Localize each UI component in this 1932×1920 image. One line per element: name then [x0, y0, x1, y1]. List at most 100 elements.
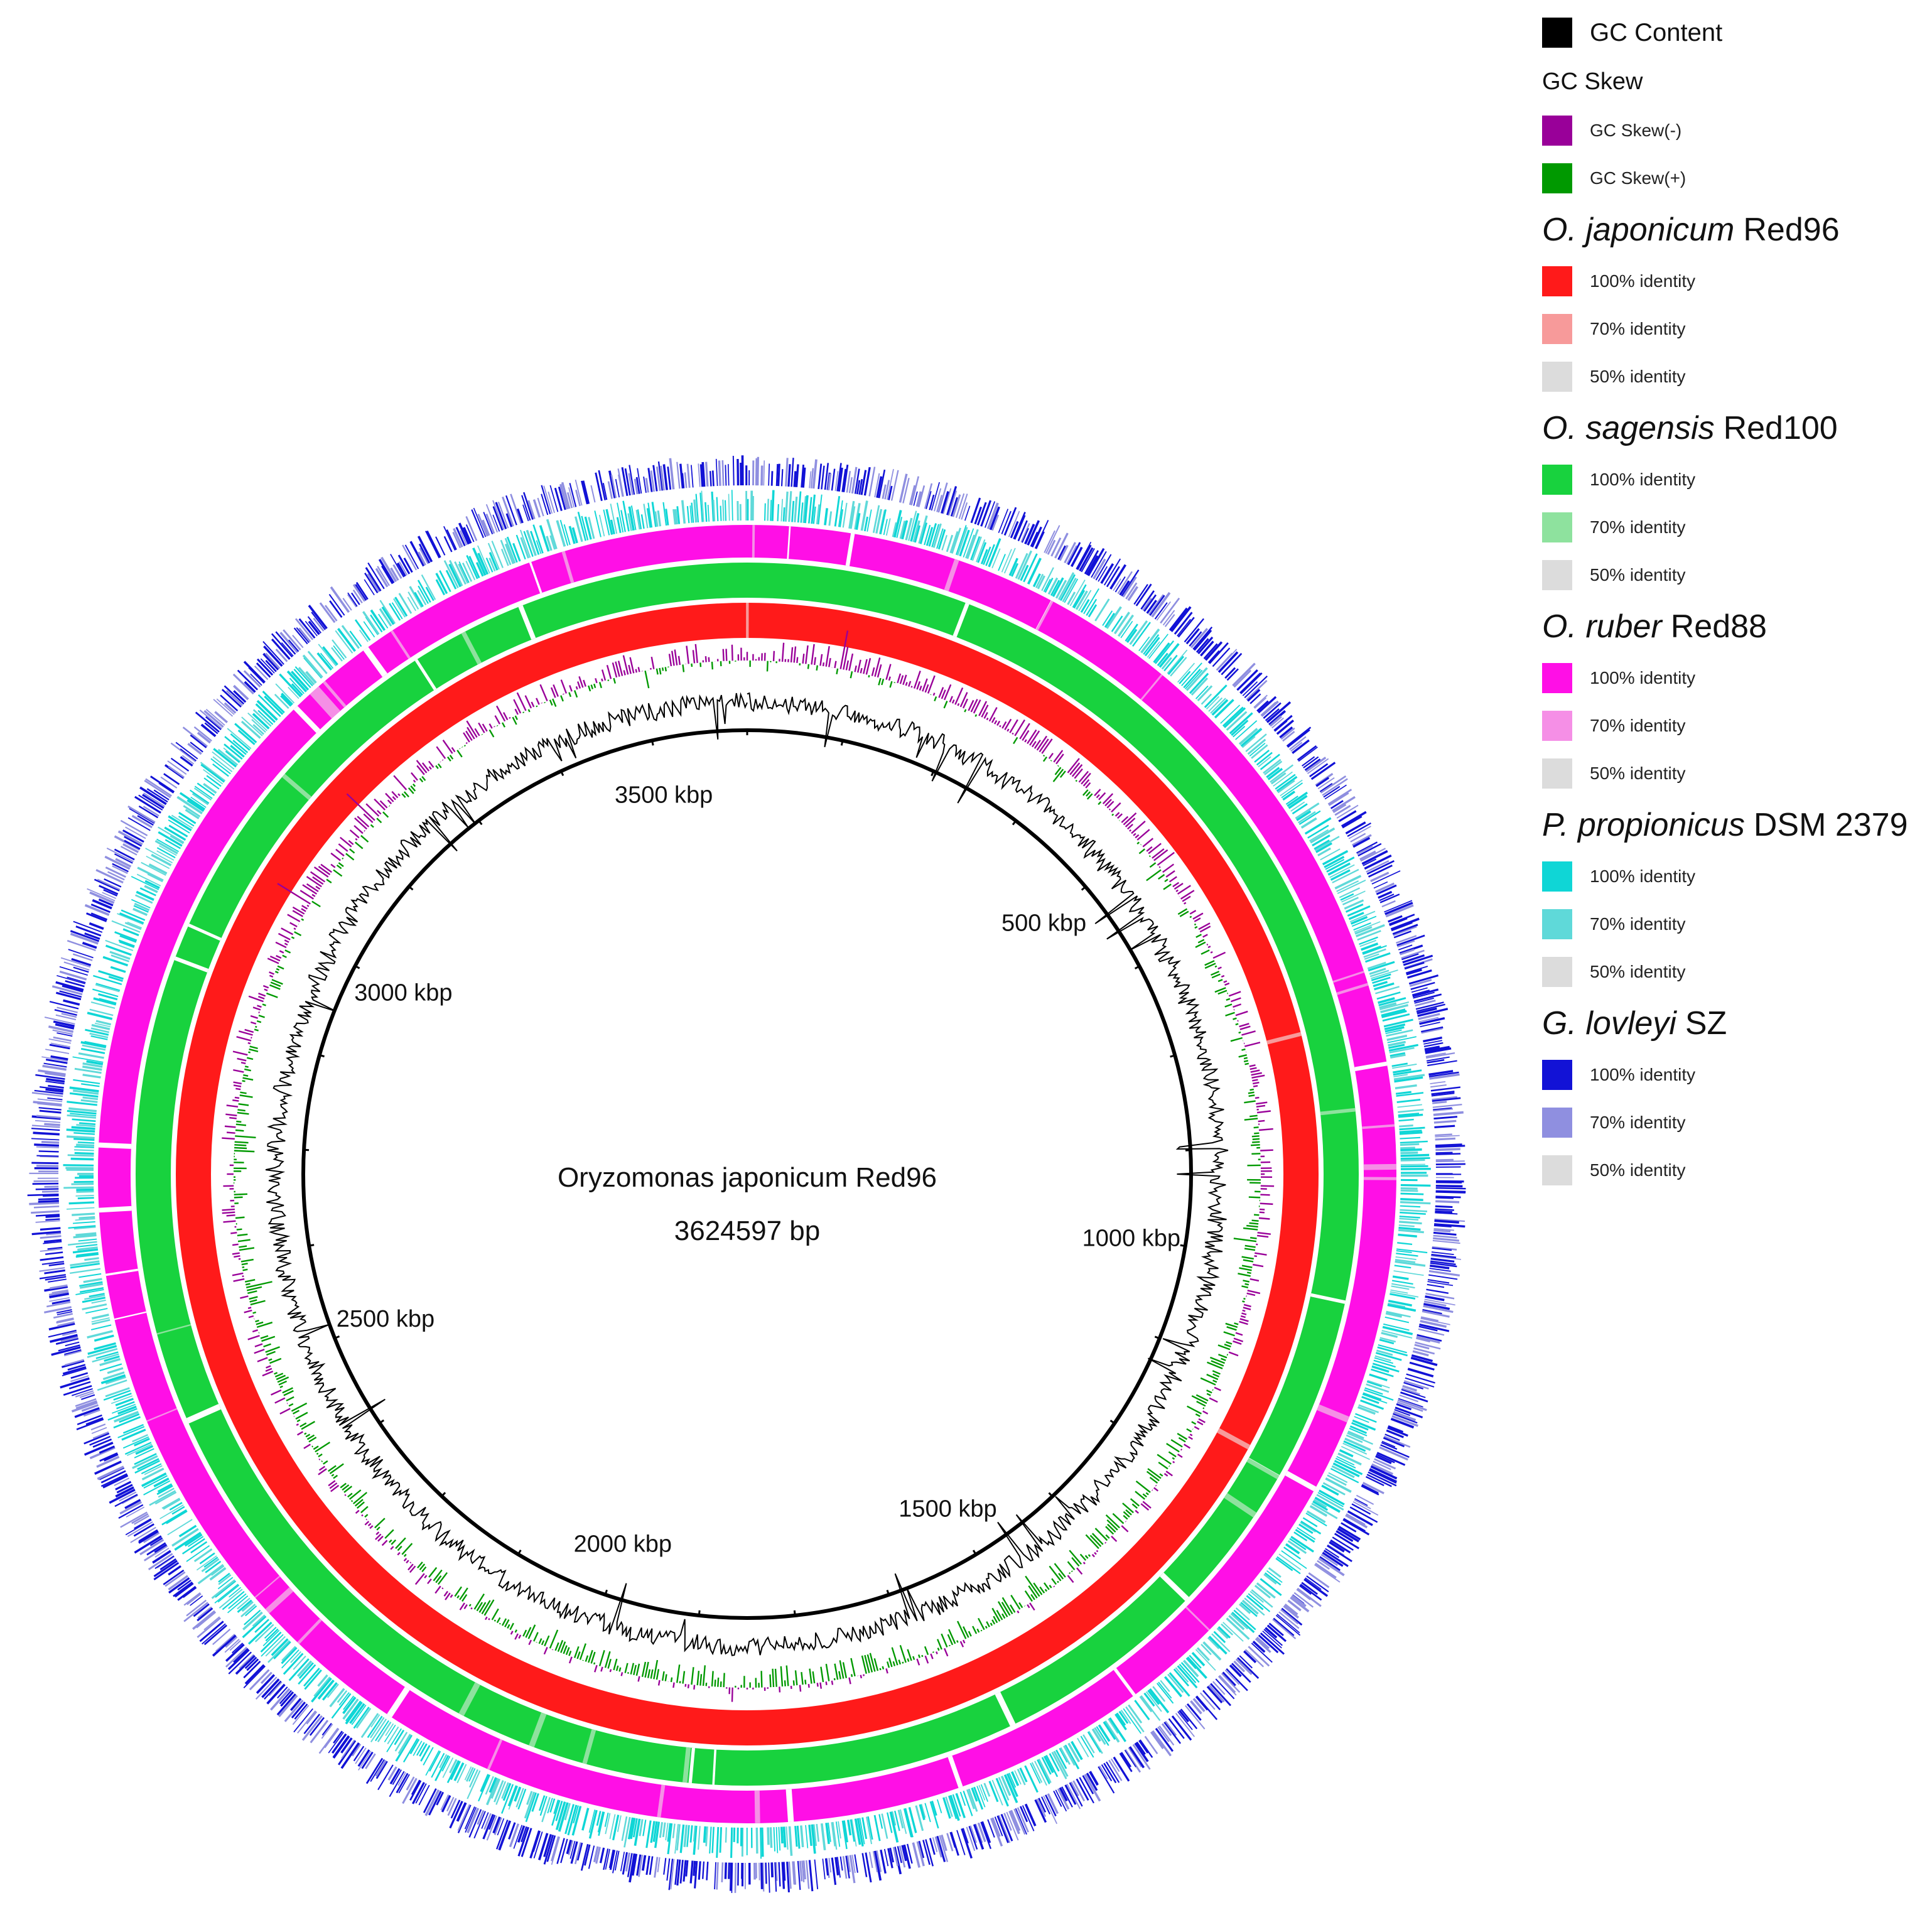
- scale-tick: [517, 1550, 522, 1555]
- identity-ring: [98, 525, 1396, 1823]
- scale-label: 2500 kbp: [337, 1306, 434, 1332]
- legend-identity-label: 70% identity: [1590, 319, 1686, 338]
- scale-tick: [334, 1335, 340, 1339]
- legend-identity-item: 100% identity: [1542, 1051, 1932, 1099]
- legend-identity-swatch: [1542, 266, 1572, 296]
- scale-tick: [379, 1419, 385, 1424]
- legend-identity-label: 70% identity: [1590, 716, 1686, 735]
- legend-identity-swatch: [1542, 465, 1572, 495]
- legend-identity-swatch: [1542, 1155, 1572, 1185]
- legend-identity-label: 50% identity: [1590, 1160, 1686, 1180]
- legend-genome-title: O. sagensis Red100: [1542, 401, 1932, 456]
- scale-labels: 500 kbp 1000 kbp 1500 kbp 2000 kbp 2500 kbp 3…: [337, 782, 1180, 1557]
- scale-tick: [840, 740, 844, 746]
- legend-identity-item: 50% identity: [1542, 1146, 1932, 1194]
- legend-identity-item: 70% identity: [1542, 305, 1932, 353]
- gc-skew-neg-label: GC Skew(-): [1590, 121, 1682, 140]
- legend-identity-swatch: [1542, 1060, 1572, 1090]
- scale-tick: [354, 965, 360, 969]
- legend-identity-label: 50% identity: [1590, 962, 1686, 981]
- legend-identity-swatch: [1542, 758, 1572, 789]
- scale-tick: [560, 770, 564, 777]
- scale-tick: [478, 819, 483, 826]
- identity-ring: [27, 455, 1466, 1894]
- legend-identity-item: 70% identity: [1542, 1099, 1932, 1146]
- legend-identity-swatch: [1542, 1108, 1572, 1138]
- legend-genome-strain: Red88: [1670, 608, 1767, 645]
- scale-tick: [604, 1589, 608, 1595]
- gc-skew-track: [222, 630, 1275, 1702]
- scale-tick: [651, 740, 654, 746]
- scale-label: 500 kbp: [1001, 910, 1086, 937]
- legend-genome-species: O. ruber: [1542, 608, 1662, 645]
- legend-genome-species: P. propionicus: [1542, 807, 1745, 843]
- gc-content-track: [265, 692, 1229, 1656]
- gc-skew-neg-swatch: [1542, 116, 1572, 146]
- scale-tick: [1170, 1054, 1175, 1058]
- scale-tick: [1081, 886, 1086, 891]
- legend-genome-strain: Red96: [1743, 212, 1840, 248]
- scale-tick: [1048, 1492, 1054, 1497]
- gc-skew-pos-swatch: [1542, 163, 1572, 193]
- blast-rings: [27, 455, 1466, 1894]
- legend-genome-strain: Red100: [1723, 410, 1838, 446]
- legend-identity-item: 50% identity: [1542, 750, 1932, 797]
- legend-genome-title: O. ruber Red88: [1542, 599, 1932, 654]
- scale-tick: [1012, 820, 1017, 826]
- legend-gc-skew-neg: GC Skew(-): [1542, 107, 1932, 154]
- identity-ring: [63, 490, 1431, 1859]
- legend-identity-label: 50% identity: [1590, 565, 1686, 585]
- scale-label: 1500 kbp: [899, 1496, 996, 1522]
- gc-skew-pos-label: GC Skew(+): [1590, 168, 1686, 188]
- legend-gc-content: GC Content: [1542, 9, 1932, 57]
- scale-tick: [1154, 1335, 1160, 1340]
- scale-tick: [1180, 1244, 1185, 1247]
- legend-identity-label: 70% identity: [1590, 1113, 1686, 1132]
- legend-gc-skew-pos: GC Skew(+): [1542, 154, 1932, 202]
- scale-label: 3500 kbp: [615, 782, 713, 808]
- legend-genome-title: O. japonicum Red96: [1542, 202, 1932, 257]
- identity-ring: [176, 602, 1319, 1745]
- legend-identity-label: 50% identity: [1590, 367, 1686, 386]
- legend-identity-label: 70% identity: [1590, 914, 1686, 934]
- legend: GC Content GC Skew GC Skew(-) GC Skew(+)…: [1542, 9, 1932, 1194]
- scale-label: 2000 kbp: [574, 1531, 672, 1557]
- legend-identity-label: 100% identity: [1590, 271, 1696, 291]
- legend-identity-swatch: [1542, 909, 1572, 939]
- legend-identity-item: 100% identity: [1542, 257, 1932, 305]
- legend-genome-species: O. sagensis: [1542, 410, 1715, 446]
- scale-tick: [886, 1590, 890, 1595]
- gc-skew-title: GC Skew: [1542, 68, 1643, 95]
- scale-tick: [309, 1244, 315, 1247]
- legend-identity-item: 50% identity: [1542, 353, 1932, 401]
- legend-identity-swatch: [1542, 314, 1572, 344]
- legend-identity-label: 100% identity: [1590, 866, 1696, 886]
- legend-genome-species: O. japonicum: [1542, 212, 1735, 248]
- legend-identity-item: 70% identity: [1542, 504, 1932, 551]
- legend-identity-swatch: [1542, 512, 1572, 542]
- scale-tick: [793, 1610, 796, 1616]
- legend-identity-item: 50% identity: [1542, 948, 1932, 996]
- legend-identity-label: 100% identity: [1590, 1065, 1696, 1084]
- legend-genome-strain: SZ: [1685, 1005, 1727, 1042]
- legend-identity-swatch: [1542, 957, 1572, 987]
- legend-identity-item: 100% identity: [1542, 853, 1932, 900]
- legend-identity-label: 50% identity: [1590, 763, 1686, 783]
- gc-content-label: GC Content: [1590, 18, 1723, 46]
- genome-length: 3624597 bp: [674, 1216, 820, 1246]
- identity-ring: [136, 563, 1359, 1786]
- legend-genome-strain: DSM 2379: [1753, 807, 1908, 843]
- legend-genome-species: G. lovleyi: [1542, 1005, 1676, 1042]
- scale-label: 1000 kbp: [1082, 1225, 1180, 1251]
- legend-identity-item: 50% identity: [1542, 551, 1932, 599]
- legend-identity-label: 100% identity: [1590, 668, 1696, 688]
- scale-tick: [1109, 1420, 1115, 1425]
- legend-genomes: O. japonicum Red96 100% identity 70% identi…: [1542, 202, 1932, 1194]
- scale-ticks: [303, 730, 1191, 1616]
- legend-identity-swatch: [1542, 663, 1572, 693]
- gc-content-swatch: [1542, 18, 1572, 48]
- legend-identity-label: 100% identity: [1590, 470, 1696, 489]
- legend-identity-label: 70% identity: [1590, 517, 1686, 537]
